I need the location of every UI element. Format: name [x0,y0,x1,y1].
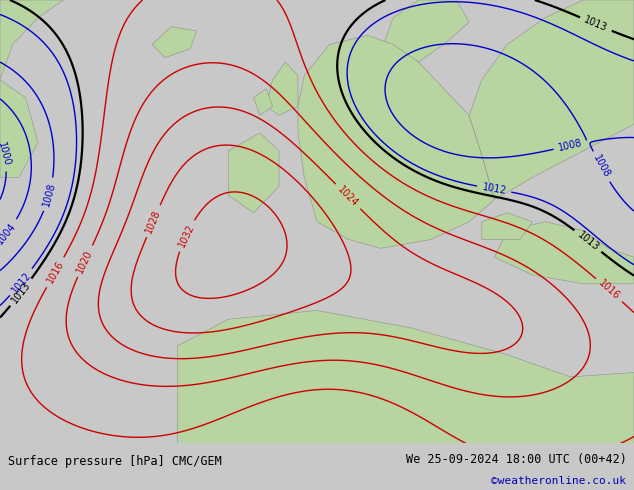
Text: 1008: 1008 [591,153,611,180]
Polygon shape [152,26,197,58]
Text: 1028: 1028 [144,208,163,234]
Polygon shape [469,0,634,199]
Text: 1004: 1004 [0,220,18,246]
Text: 1008: 1008 [557,138,583,153]
Polygon shape [266,62,298,115]
Text: We 25-09-2024 18:00 UTC (00+42): We 25-09-2024 18:00 UTC (00+42) [406,453,626,466]
Text: 1012: 1012 [10,270,33,295]
Polygon shape [254,89,273,115]
Polygon shape [482,213,533,240]
Polygon shape [178,311,634,443]
Text: 1024: 1024 [336,184,360,209]
Text: 1013: 1013 [575,229,600,252]
Text: 1013: 1013 [583,15,609,34]
Polygon shape [0,0,63,80]
Polygon shape [495,221,634,284]
Text: Surface pressure [hPa] CMC/GEM: Surface pressure [hPa] CMC/GEM [8,455,221,467]
Text: 1013: 1013 [10,280,32,305]
Text: ©weatheronline.co.uk: ©weatheronline.co.uk [491,476,626,486]
Text: 1008: 1008 [41,181,57,208]
Polygon shape [0,80,38,177]
Text: 1000: 1000 [0,142,12,168]
Text: 1012: 1012 [481,182,507,196]
Text: 1020: 1020 [75,248,94,274]
Polygon shape [298,35,495,248]
Text: 1016: 1016 [45,259,66,285]
Polygon shape [228,133,279,213]
Text: 1016: 1016 [597,278,621,302]
Polygon shape [380,0,469,71]
Text: 1032: 1032 [176,222,196,249]
